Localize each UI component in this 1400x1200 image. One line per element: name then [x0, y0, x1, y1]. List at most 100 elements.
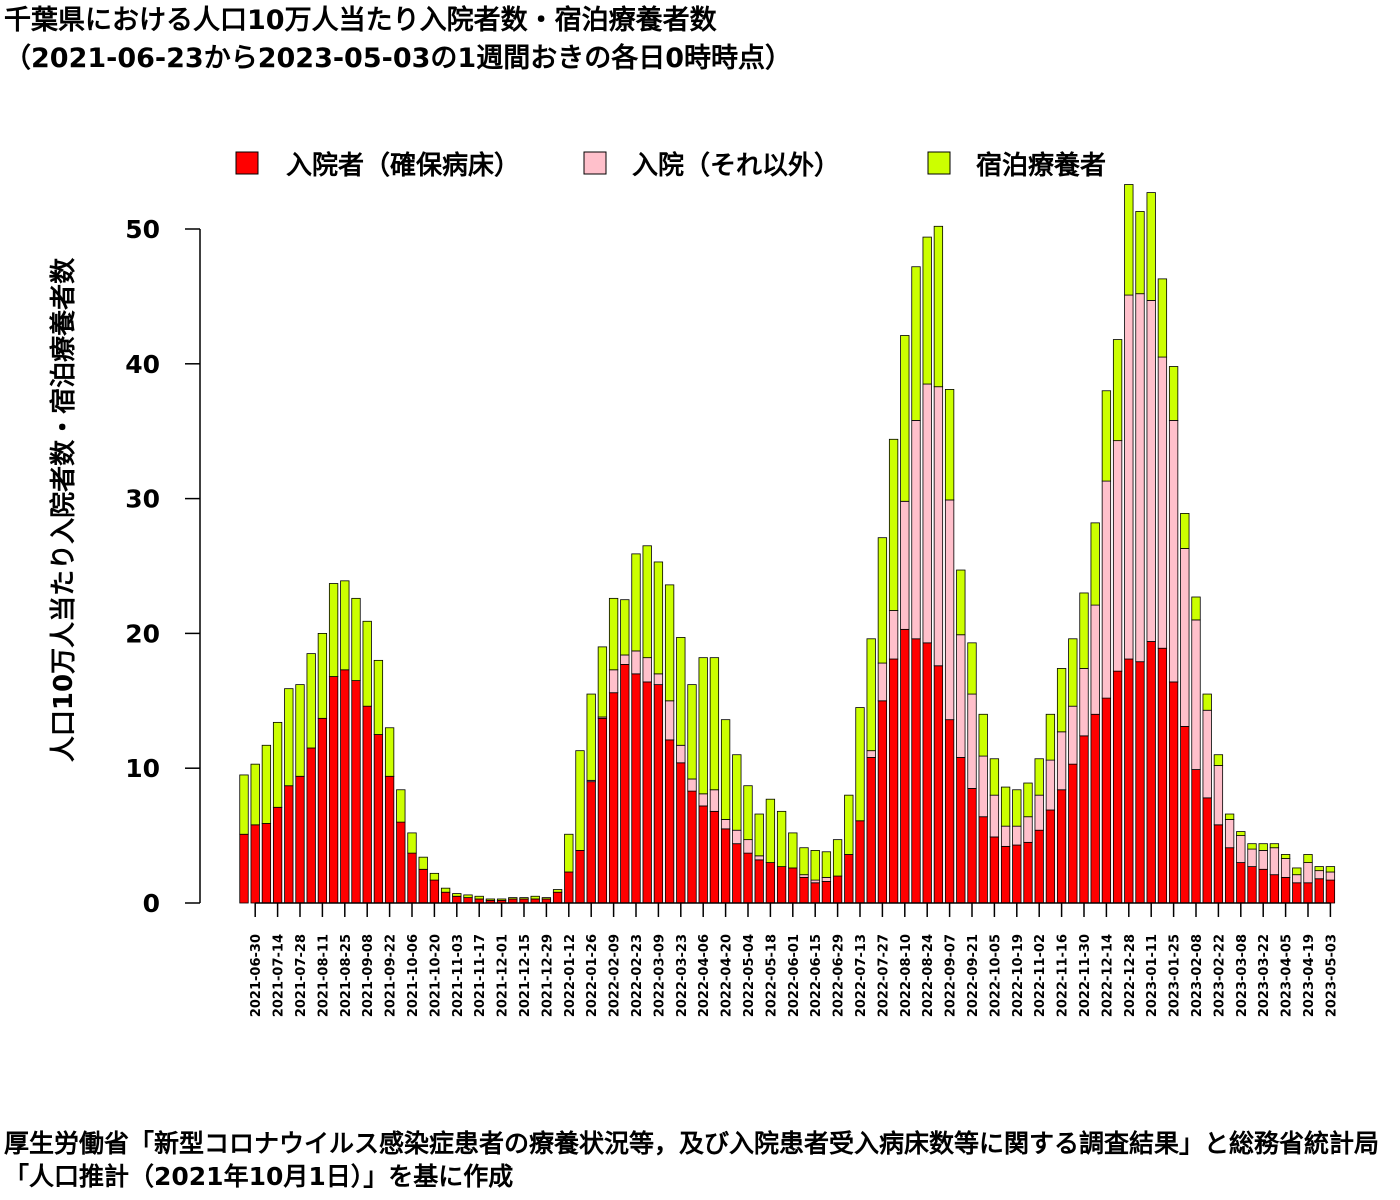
bar-segment-hospitalized-secured [597, 717, 608, 904]
x-tick-label: 2022-08-24 [921, 934, 936, 1017]
x-tick-label: 2023-02-22 [1212, 934, 1227, 1017]
bar-segment-hospitalized-other [1157, 356, 1168, 649]
x-tick-label: 2023-03-08 [1235, 934, 1250, 1017]
bar-segment-hotel-recuperation [911, 266, 921, 421]
bar-segment-hospitalized-other [1112, 440, 1123, 672]
bar-segment-hotel-recuperation [552, 889, 563, 893]
bar-segment-hospitalized-other [687, 778, 697, 792]
bar-segment-hospitalized-other [1124, 294, 1134, 660]
x-tick-label: 2022-12-14 [1100, 934, 1115, 1017]
bar-segment-hospitalized-other [1135, 293, 1145, 663]
x-tick-label: 2022-08-10 [899, 934, 914, 1017]
bar-segment-hotel-recuperation [1056, 668, 1067, 733]
bar-segment-hospitalized-other [1012, 825, 1022, 846]
bar-segment-hospitalized-secured [1247, 866, 1257, 904]
x-tick-label: 2022-05-18 [764, 934, 779, 1017]
bar-segment-hotel-recuperation [1213, 754, 1224, 766]
bar-segment-hospitalized-secured [1325, 879, 1336, 904]
x-tick-label: 2022-10-05 [988, 934, 1003, 1017]
bar-segment-hospitalized-other [720, 819, 731, 830]
bar-segment-hospitalized-other [799, 874, 809, 878]
bar-segment-hotel-recuperation [1202, 693, 1212, 711]
bar-segment-hospitalized-other [956, 634, 966, 758]
bar-segment-hospitalized-other [642, 657, 652, 683]
bar-segment-hotel-recuperation [1000, 786, 1011, 827]
bar-segment-hotel-recuperation [810, 850, 820, 881]
bar-segment-hospitalized-secured [821, 881, 832, 904]
bar-segment-hospitalized-other [743, 839, 753, 854]
x-tick-label: 2022-12-28 [1123, 934, 1138, 1017]
bar-segment-hospitalized-secured [340, 669, 350, 904]
bar-segment-hotel-recuperation [508, 897, 518, 900]
y-tick-label: 0 [143, 889, 160, 918]
bar-segment-hospitalized-secured [1012, 844, 1022, 904]
bar-segment-hospitalized-secured [1258, 868, 1268, 904]
bar-segment-hospitalized-secured [776, 866, 787, 904]
y-axis: 0 10 20 30 40 50 [125, 215, 201, 918]
bar-segment-hospitalized-secured [452, 895, 462, 904]
bar-segment-hotel-recuperation [967, 642, 977, 695]
bar-segment-hospitalized-secured [463, 897, 473, 904]
bar-segment-hospitalized-secured [844, 854, 854, 904]
bar-segment-hospitalized-secured [754, 859, 764, 904]
bar-segment-hospitalized-secured [272, 806, 283, 904]
bar-segment-hotel-recuperation [340, 580, 350, 671]
bar-segment-hotel-recuperation [418, 856, 428, 870]
x-tick-label: 2023-01-11 [1145, 934, 1160, 1017]
bar-segment-hospitalized-secured [1303, 882, 1313, 904]
bar-segment-hospitalized-secured [1168, 681, 1179, 904]
bar-segment-hospitalized-secured [1079, 735, 1089, 904]
bar-segment-hotel-recuperation [1012, 789, 1022, 827]
bar-segment-hotel-recuperation [250, 763, 260, 826]
bar-segment-hospitalized-secured [765, 862, 776, 904]
bar-segment-hotel-recuperation [720, 719, 731, 820]
bar-segment-hospitalized-secured [1224, 847, 1235, 904]
bar-segment-hospitalized-other [967, 693, 977, 789]
bar-segment-hospitalized-other [1303, 862, 1313, 884]
bar-segment-hospitalized-secured [1045, 809, 1056, 904]
bar-segment-hospitalized-secured [832, 875, 843, 904]
bar-segment-hotel-recuperation [832, 839, 843, 877]
bar-segment-hotel-recuperation [944, 389, 955, 501]
bar-segment-hospitalized-secured [799, 876, 809, 904]
chart-title-line1: 千葉県における人口10万人当たり入院者数・宿泊療養者数 [4, 5, 717, 36]
bar-segment-hotel-recuperation [463, 894, 473, 899]
bar-segment-hospitalized-secured [1314, 878, 1324, 904]
bar-segment-hospitalized-secured [788, 867, 798, 904]
bar-segment-hospitalized-secured [933, 665, 944, 904]
bar-segment-hospitalized-other [653, 673, 664, 686]
bar-segment-hospitalized-other [900, 500, 910, 630]
bar-segment-hotel-recuperation [1247, 843, 1257, 850]
bar-segment-hospitalized-secured [1112, 670, 1123, 904]
bar-segment-hospitalized-secured [620, 664, 630, 904]
bar-segment-hotel-recuperation [698, 657, 708, 795]
x-tick-label: 2021-09-22 [384, 934, 399, 1017]
x-tick-label: 2021-12-01 [496, 934, 511, 1017]
bar-segment-hospitalized-other [911, 420, 921, 640]
bar-segment-hotel-recuperation [855, 707, 865, 822]
x-tick-label: 2022-06-01 [787, 934, 802, 1017]
x-tick-label: 2022-01-26 [585, 934, 600, 1017]
bar-segment-hospitalized-secured [306, 747, 316, 904]
bar-segment-hotel-recuperation [922, 236, 932, 385]
bar-segment-hospitalized-secured [284, 785, 294, 904]
bar-segment-hospitalized-secured [1124, 658, 1134, 904]
bar-segment-hotel-recuperation [1180, 513, 1190, 549]
bar-segment-hospitalized-secured [429, 879, 440, 904]
bar-segment-hotel-recuperation [1090, 522, 1100, 606]
bar-segment-hospitalized-secured [922, 642, 932, 904]
bar-segment-hospitalized-secured [373, 734, 384, 904]
bar-segment-hospitalized-other [821, 876, 832, 882]
bar-segment-hospitalized-other [866, 750, 876, 758]
bar-segment-hotel-recuperation [620, 599, 630, 656]
bar-segment-hospitalized-secured [1034, 829, 1044, 904]
x-tick-label: 2021-12-29 [540, 934, 555, 1017]
bar-segment-hospitalized-secured [888, 658, 899, 904]
bar-segment-hotel-recuperation [821, 851, 832, 878]
bar-segment-hospitalized-secured [911, 638, 921, 904]
legend-swatch-hospitalized-other [583, 151, 607, 175]
bar-segment-hospitalized-secured [351, 680, 361, 904]
bar-segment-hospitalized-other [1090, 604, 1100, 715]
bar-segment-hotel-recuperation [676, 637, 686, 746]
bar-segment-hospitalized-other [1191, 619, 1201, 770]
